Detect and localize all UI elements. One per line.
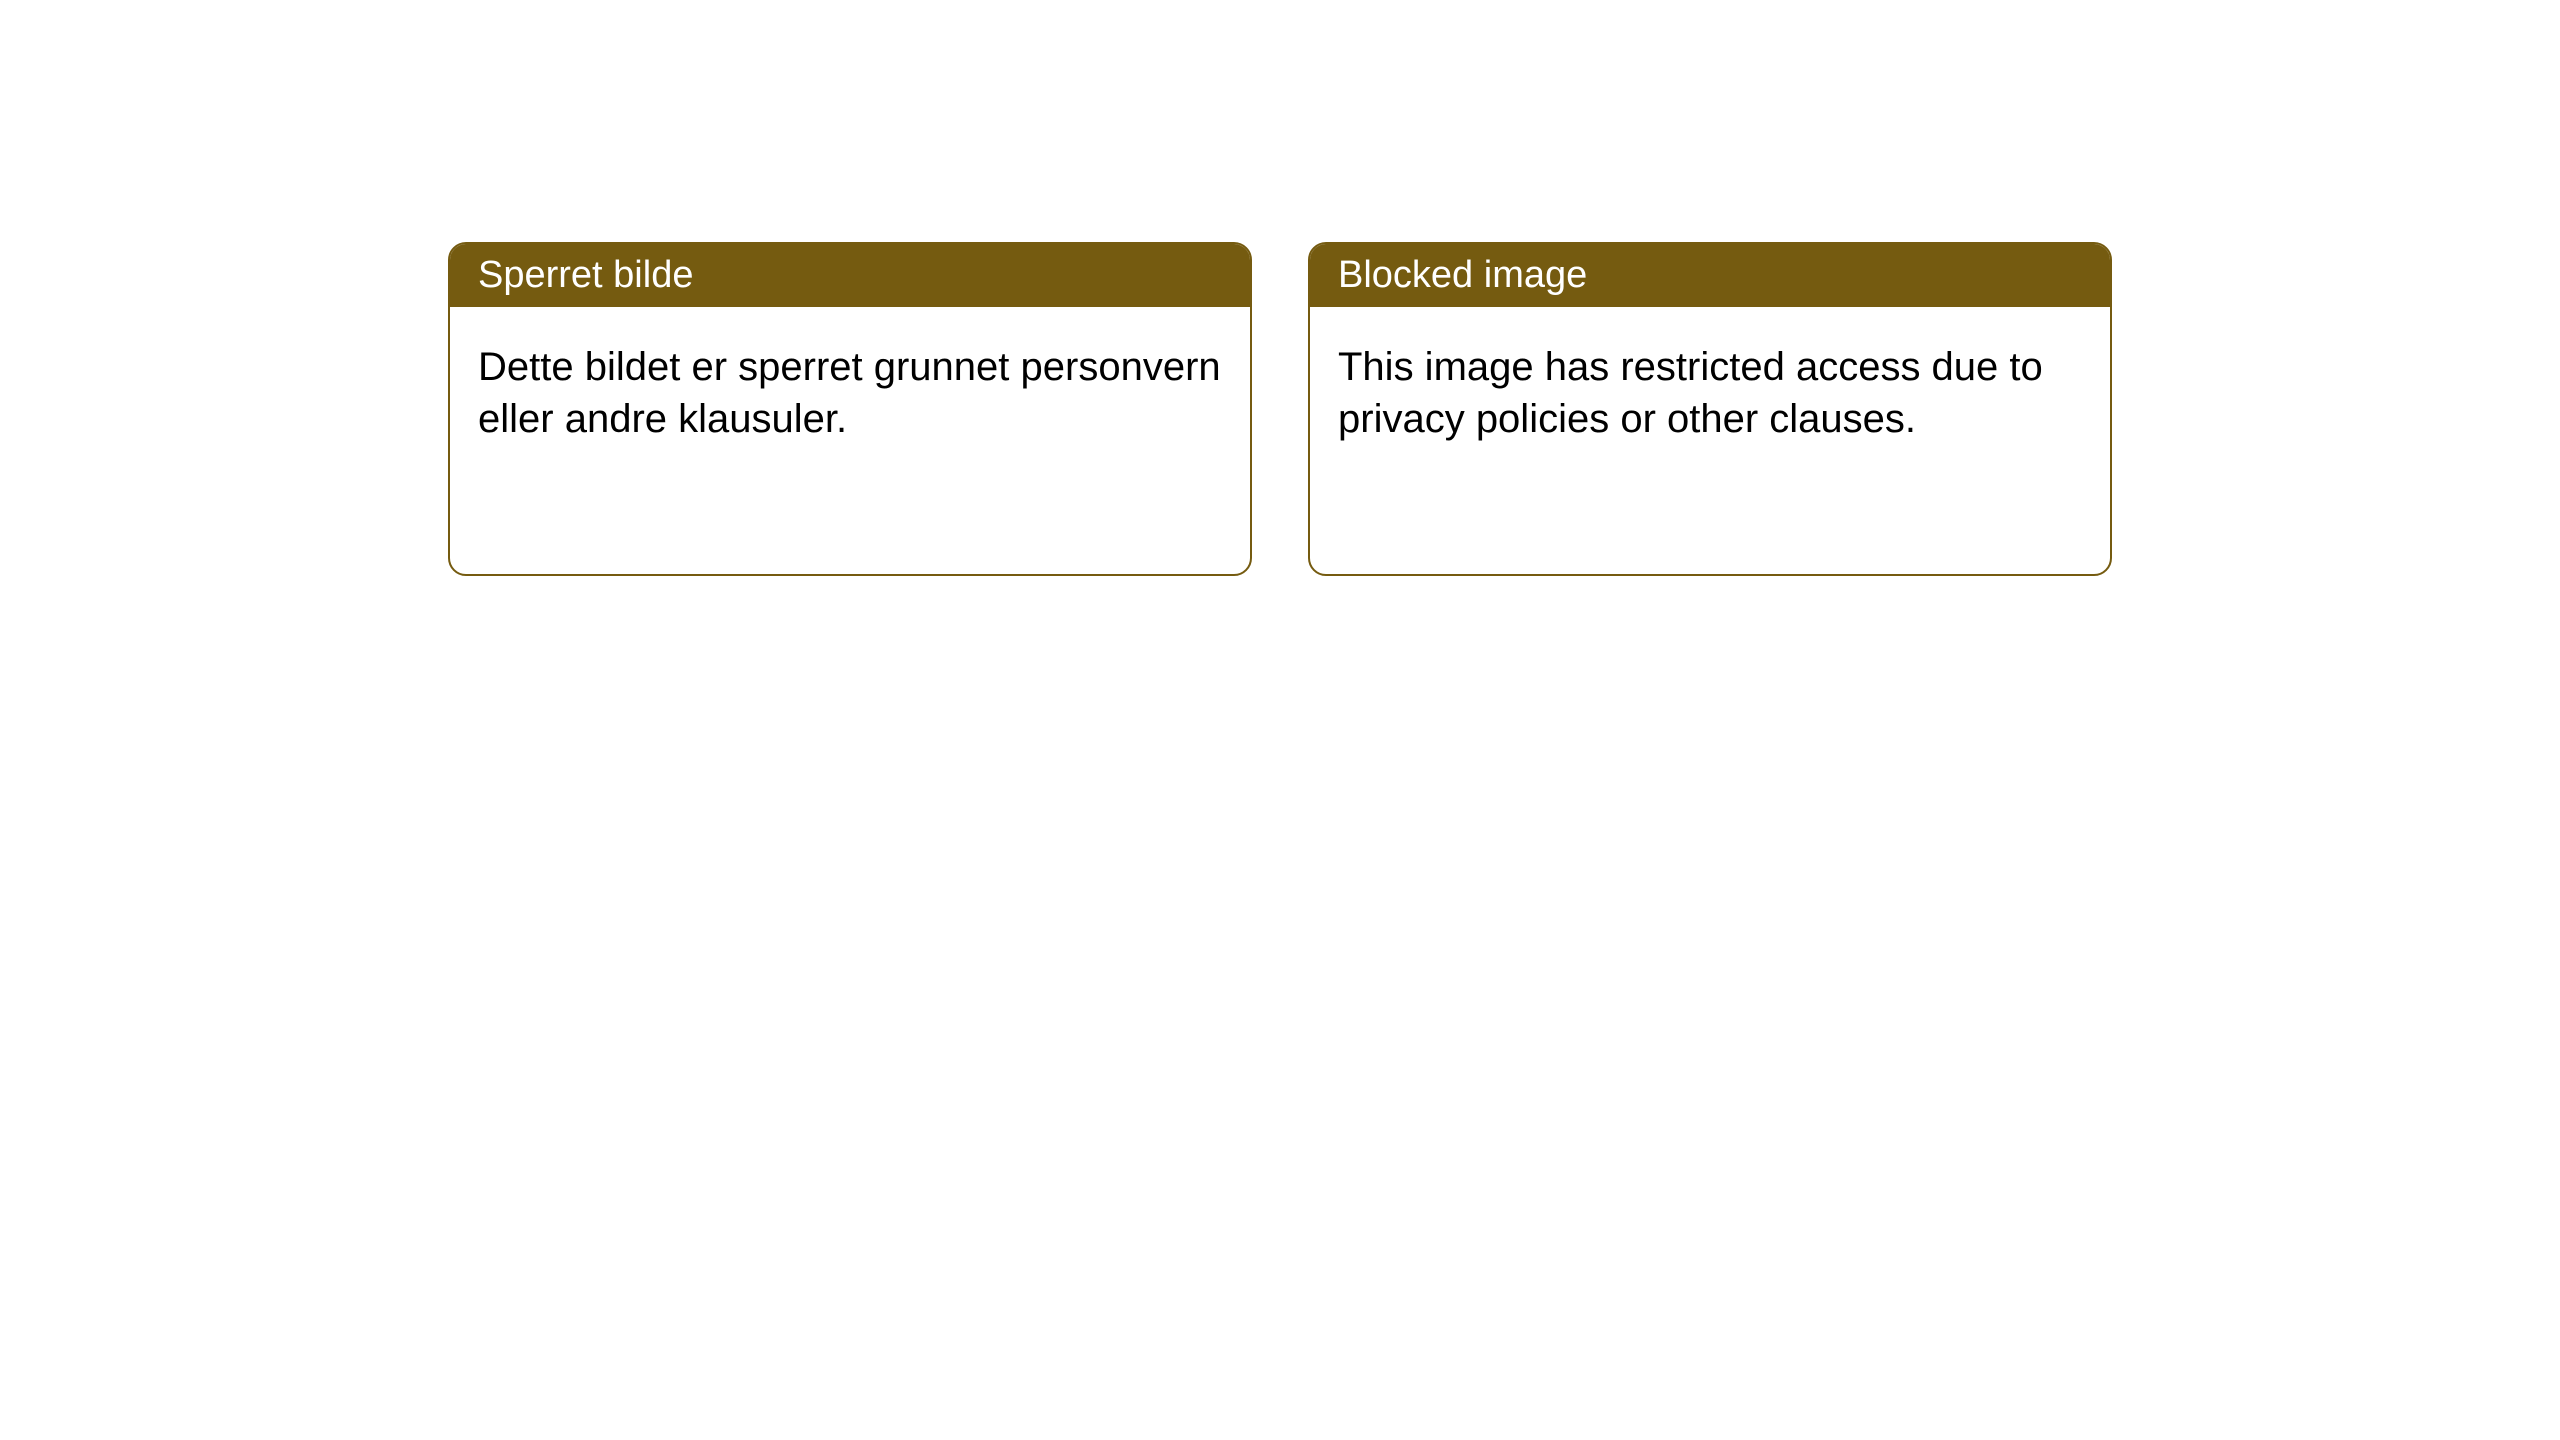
notice-container: Sperret bilde Dette bildet er sperret gr… [0,0,2560,576]
notice-title: Sperret bilde [478,254,693,296]
notice-body: Dette bildet er sperret grunnet personve… [450,307,1250,479]
notice-header: Blocked image [1310,244,2110,307]
notice-body-text: Dette bildet er sperret grunnet personve… [478,345,1221,441]
notice-box-english: Blocked image This image has restricted … [1308,242,2112,576]
notice-box-norwegian: Sperret bilde Dette bildet er sperret gr… [448,242,1252,576]
notice-body: This image has restricted access due to … [1310,307,2110,479]
notice-body-text: This image has restricted access due to … [1338,345,2043,441]
notice-title: Blocked image [1338,254,1587,296]
notice-header: Sperret bilde [450,244,1250,307]
